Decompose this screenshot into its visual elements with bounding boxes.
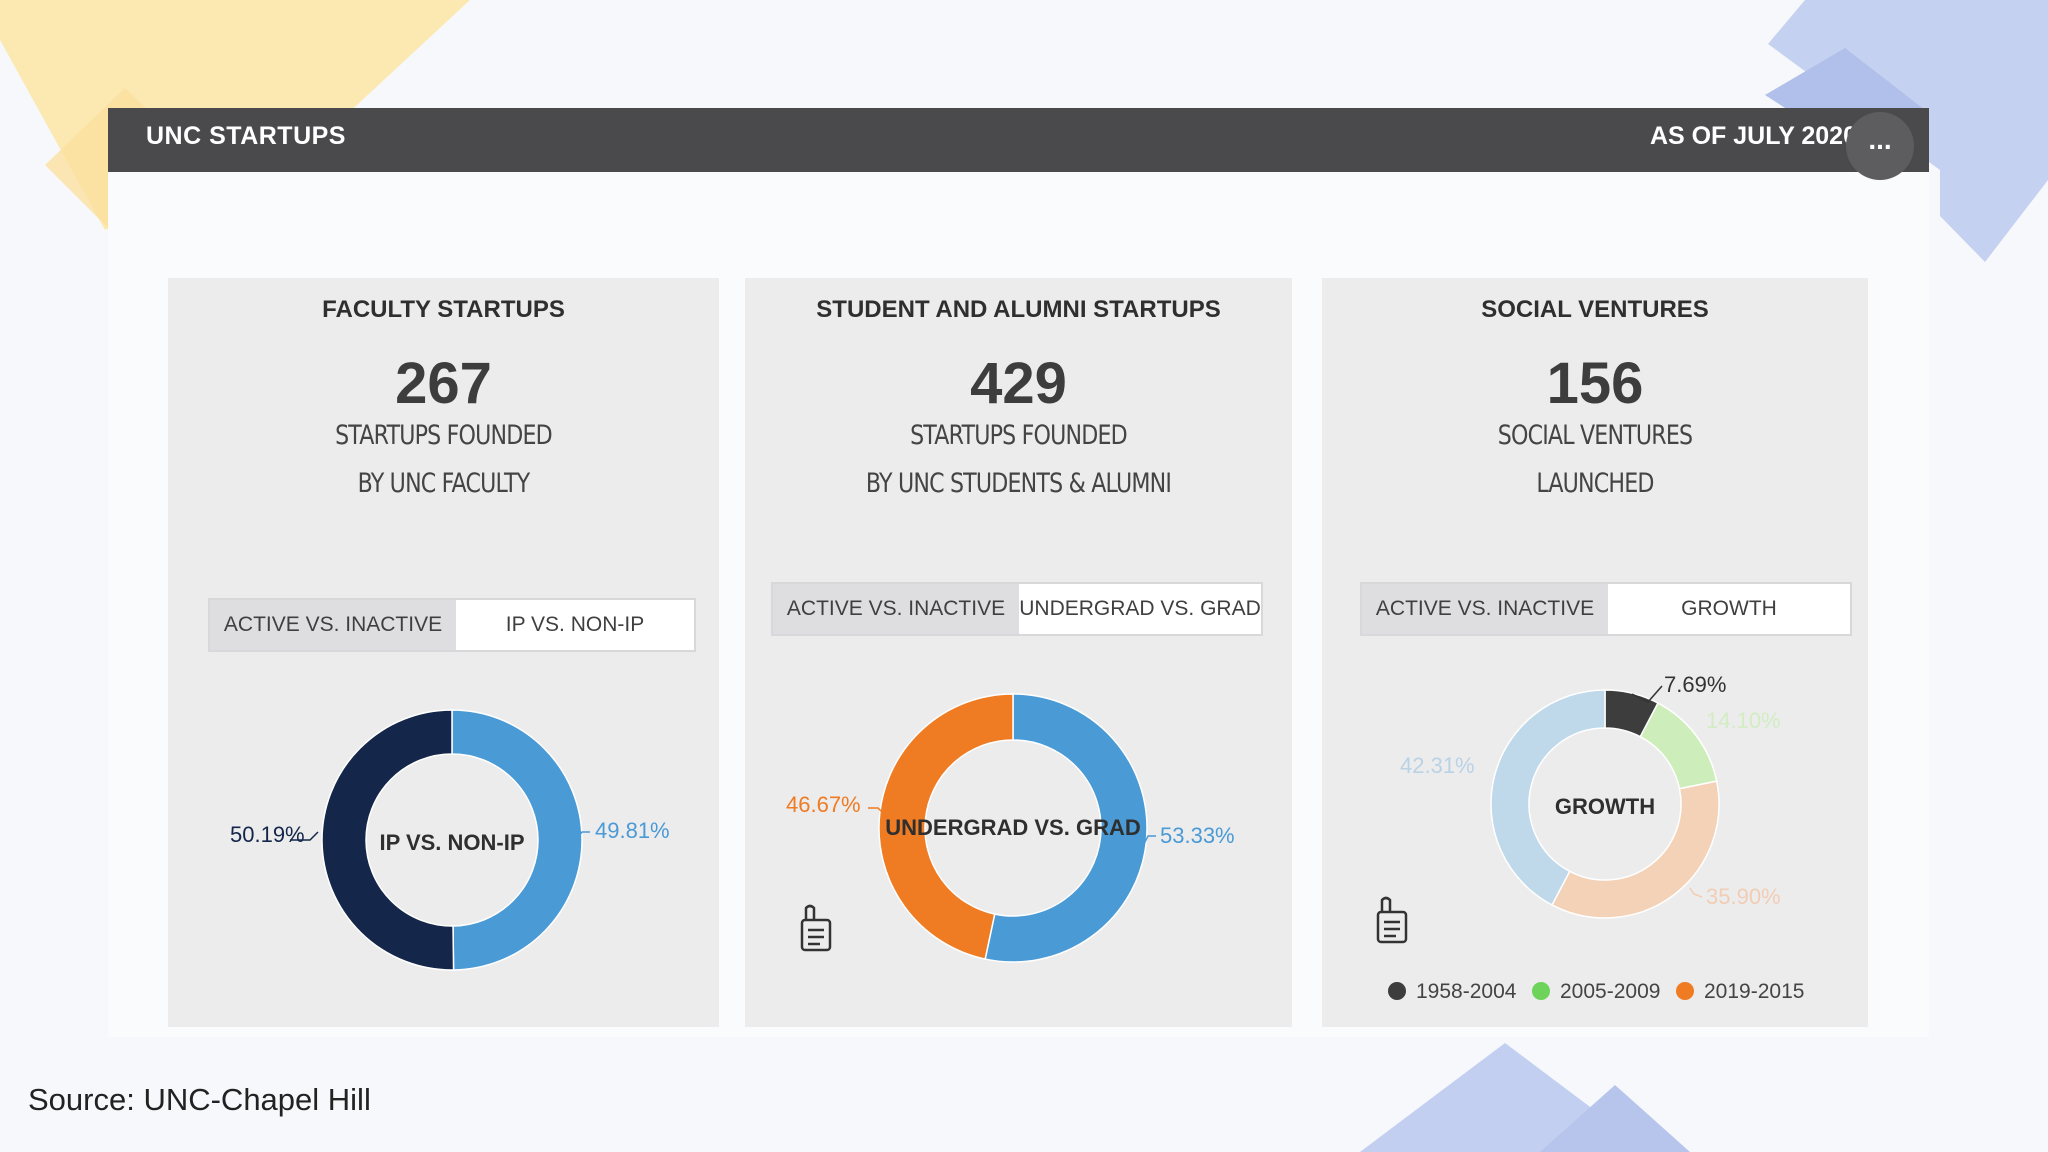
source-note: Source: UNC-Chapel Hill (28, 1082, 371, 1117)
legend-swatch (1676, 982, 1694, 1000)
chart-center-title: GROWTH (1555, 794, 1655, 819)
data-label-other: 42.31% (1400, 753, 1475, 778)
tap-icon[interactable] (800, 904, 832, 952)
leader-line (1689, 887, 1703, 898)
legend-item-2005-2009[interactable]: 2005-2009 (1532, 980, 1660, 1004)
data-label-ip: 49.81% (595, 818, 670, 843)
legend-label: 2005-2009 (1560, 980, 1661, 1003)
donut-slice-undergrad[interactable] (984, 693, 1148, 963)
chart-tab-group: ACTIVE VS. INACTIVE IP VS. NON-IP (208, 598, 696, 652)
data-label-grad: 46.67% (786, 792, 861, 817)
legend-item-1958-2004[interactable]: 1958-2004 (1388, 980, 1516, 1004)
card-number: 429 (970, 351, 1067, 416)
card-subtitle-line1: STARTUPS FOUNDED (335, 420, 553, 451)
tab-active-vs-inactive[interactable]: ACTIVE VS. INACTIVE (773, 584, 1019, 634)
leader-line (290, 831, 319, 841)
social-ventures-card: SOCIAL VENTURES 156 SOCIAL VENTURES LAUN… (1322, 278, 1868, 1027)
donut-slice-2019-2015[interactable] (1551, 780, 1720, 919)
as-of-date: AS OF JULY 2020 (1649, 122, 1857, 150)
data-label-2005-2009: 14.10% (1706, 708, 1781, 733)
legend-label: 2019-2015 (1704, 980, 1805, 1003)
card-subtitle-line2: BY UNC STUDENTS & ALUMNI (865, 468, 1172, 499)
card-heading: STUDENT AND ALUMNI STARTUPS (816, 296, 1221, 323)
donut-slice-non-ip[interactable] (321, 709, 455, 971)
card-number: 267 (395, 351, 492, 416)
data-label-1958-2004: 7.69% (1664, 672, 1726, 697)
leader-line (1631, 685, 1663, 703)
donut-hole (1530, 729, 1680, 879)
card-number: 156 (1546, 351, 1644, 416)
legend-label: 1958-2004 (1416, 980, 1517, 1003)
donut-hole (367, 755, 537, 925)
tab-undergrad-vs-grad[interactable]: UNDERGRAD VS. GRAD (1019, 597, 1261, 620)
data-label-undergrad: 53.33% (1160, 823, 1235, 848)
legend-item-2019-2015[interactable]: 2019-2015 (1676, 980, 1804, 1004)
chart-tab-group: ACTIVE VS. INACTIVE UNDERGRAD VS. GRAD (771, 582, 1263, 636)
legend-swatch (1532, 982, 1550, 1000)
donut-slice-other[interactable] (1490, 689, 1606, 906)
card-subtitle-line2: LAUNCHED (1536, 468, 1654, 499)
donut-slice-grad[interactable] (878, 693, 1014, 960)
card-subtitle-line1: STARTUPS FOUNDED (910, 420, 1128, 451)
card-subtitle-line1: SOCIAL VENTURES (1497, 420, 1693, 451)
card-heading: FACULTY STARTUPS (322, 296, 565, 323)
data-label-non-ip: 50.19% (230, 822, 305, 847)
legend-swatch (1388, 982, 1406, 1000)
leader-line (868, 807, 885, 815)
tab-active-vs-inactive[interactable]: ACTIVE VS. INACTIVE (1362, 584, 1608, 634)
donut-hole (926, 741, 1100, 915)
tab-ip-vs-non-ip[interactable]: IP VS. NON-IP (505, 613, 645, 636)
more-options-button[interactable]: ... (1846, 112, 1914, 180)
card-subtitle-line2: BY UNC FACULTY (357, 468, 531, 499)
chart-center-title: IP VS. NON-IP (379, 830, 524, 855)
leader-line (1143, 835, 1156, 845)
data-label-2019-2015: 35.90% (1706, 884, 1781, 909)
page-title: UNC STARTUPS (146, 122, 346, 150)
tab-active-vs-inactive[interactable]: ACTIVE VS. INACTIVE (210, 600, 456, 650)
tab-growth[interactable]: GROWTH (1681, 597, 1777, 620)
card-heading: SOCIAL VENTURES (1481, 296, 1709, 323)
donut-slice-ip[interactable] (451, 709, 583, 971)
title-bar: UNC STARTUPS AS OF JULY 2020 (108, 108, 1929, 172)
tap-icon[interactable] (1376, 896, 1408, 944)
leader-line (575, 831, 590, 841)
chart-center-title: UNDERGRAD VS. GRAD (885, 815, 1140, 840)
chart-tab-group: ACTIVE VS. INACTIVE GROWTH (1360, 582, 1852, 636)
